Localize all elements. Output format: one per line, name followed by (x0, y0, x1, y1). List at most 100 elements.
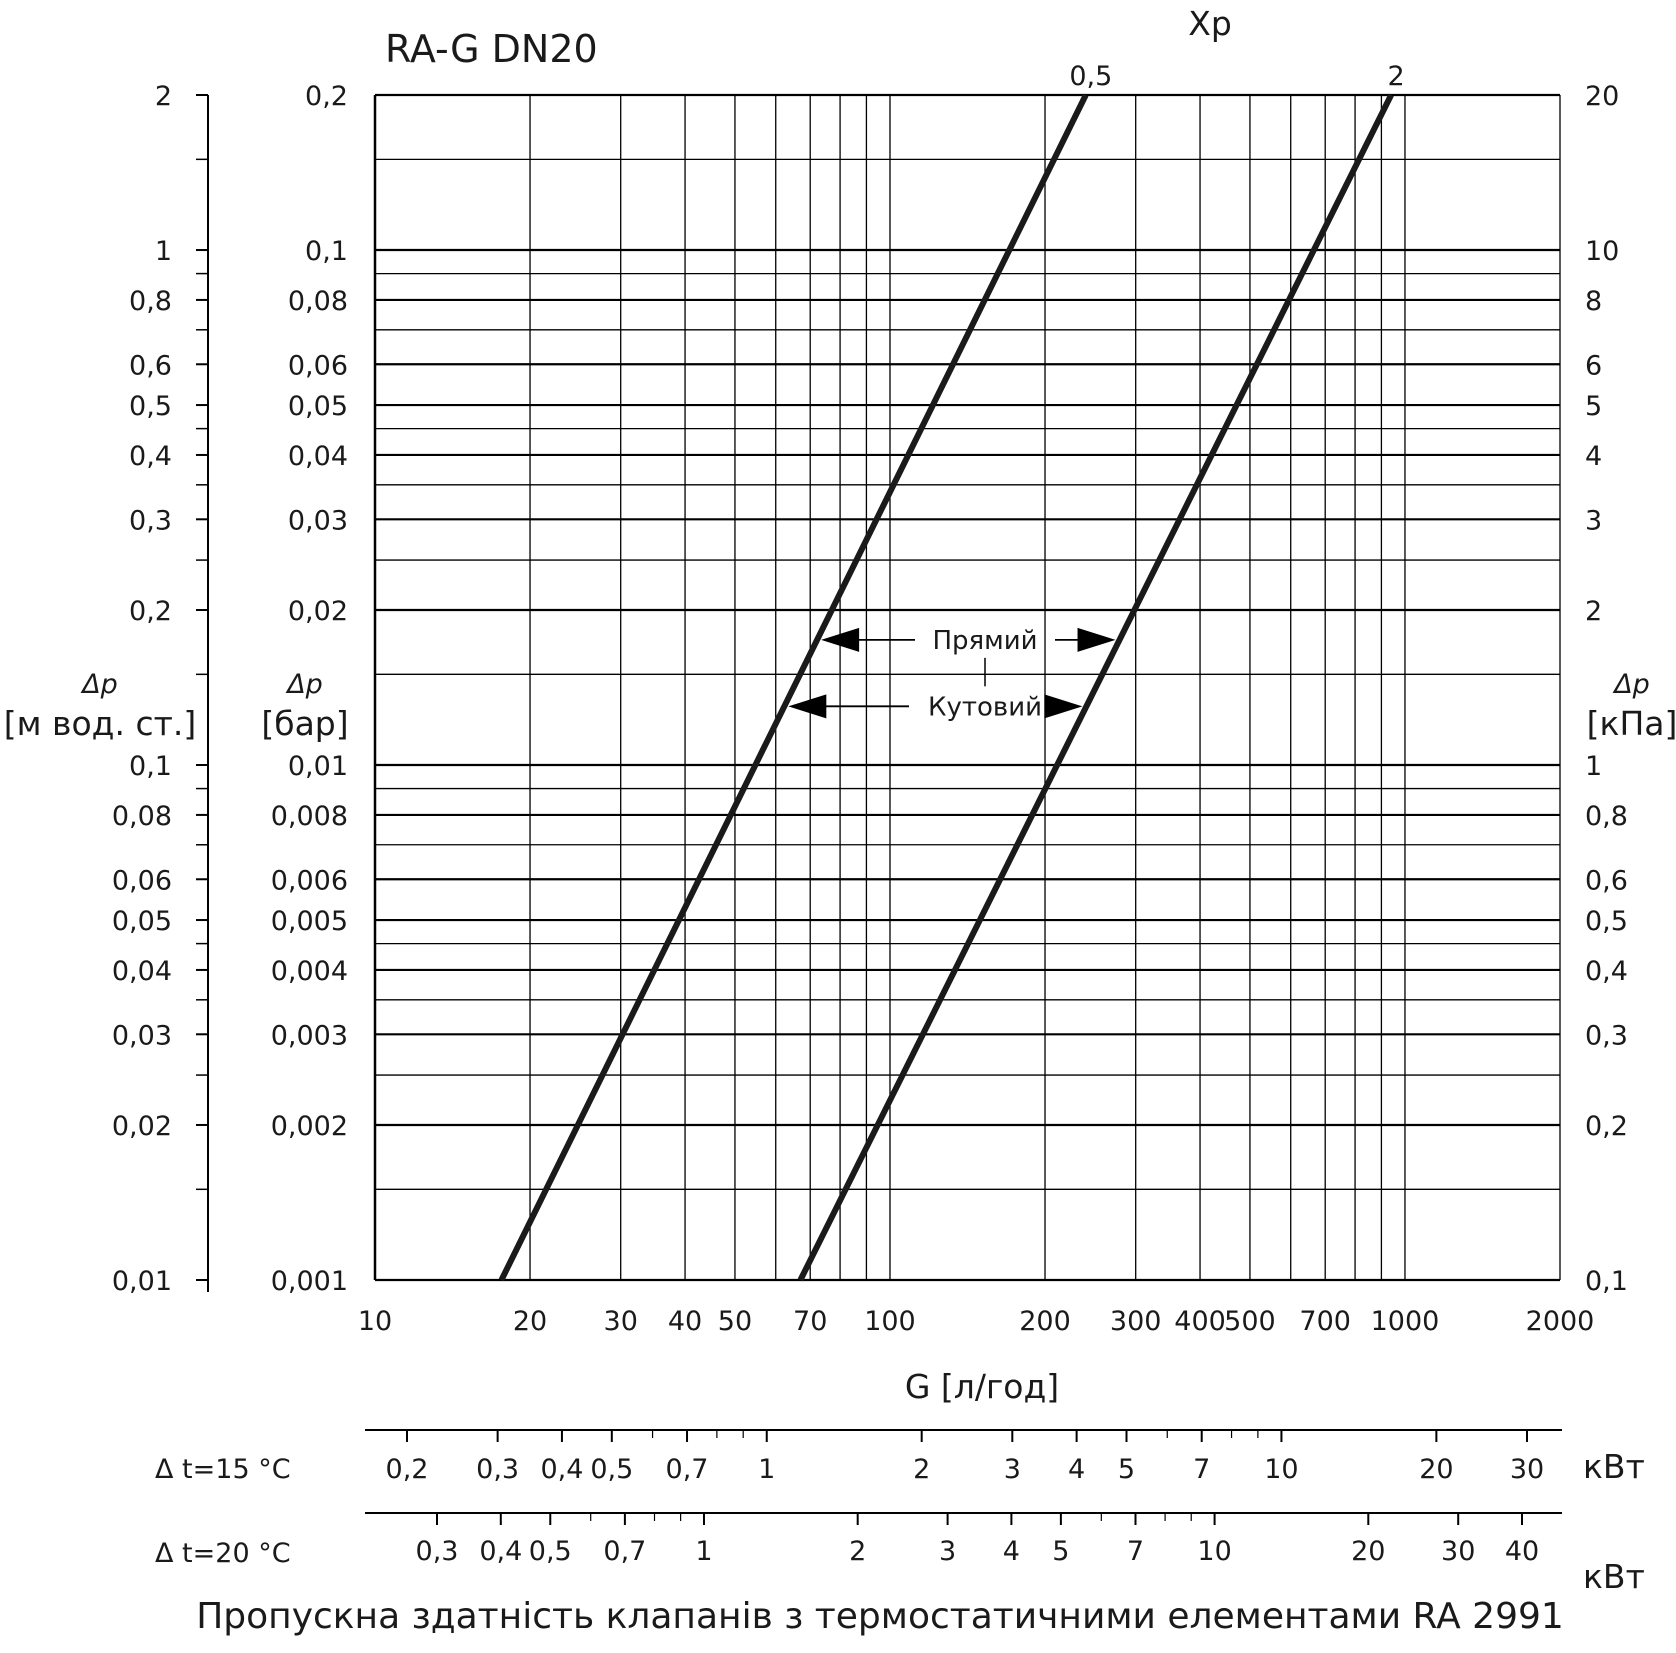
power-tick-label: 5 (1118, 1454, 1135, 1485)
x-tick-label: 700 (1299, 1306, 1351, 1337)
y-tick-label: 0,004 (271, 956, 348, 987)
x-tick-label: 100 (864, 1306, 916, 1337)
y-tick-label: 0,4 (129, 441, 172, 472)
y-tick-label: 0,1 (129, 751, 172, 782)
y-tick-label: 0,08 (112, 801, 172, 832)
power-tick-label: 30 (1441, 1536, 1475, 1567)
y-tick-label: 0,2 (305, 81, 348, 112)
power-scale-unit: кВт (1583, 1447, 1645, 1486)
power-tick-label: 4 (1068, 1454, 1085, 1485)
y-tick-label: 0,04 (288, 441, 348, 472)
chart-caption: Пропускна здатність клапанів з термостат… (196, 1596, 1564, 1637)
y-tick-label: 0,2 (129, 596, 172, 627)
y-tick-label: 20 (1585, 81, 1619, 112)
y-tick-label: 0,04 (112, 956, 172, 987)
power-tick-label: 5 (1052, 1536, 1069, 1567)
y-tick-label: 0,008 (271, 801, 348, 832)
chart-annotations: Прямий Кутовий (788, 626, 1116, 722)
y-tick-label: 0,005 (271, 906, 348, 937)
y-tick-label: 0,8 (129, 286, 172, 317)
power-tick-label: 0,5 (529, 1536, 572, 1567)
x-tick-label: 70 (793, 1306, 827, 1337)
x-tick-label: 50 (718, 1306, 752, 1337)
y-tick-label: 0,01 (288, 751, 348, 782)
power-tick-label: 10 (1197, 1536, 1231, 1567)
y-axis-symbol: Δp (1612, 669, 1650, 700)
y-tick-label: 0,08 (288, 286, 348, 317)
chart-title: RA-G DN20 (385, 27, 598, 71)
annotation-arrow-head (1044, 694, 1083, 719)
x-tick-label: 1000 (1371, 1306, 1440, 1337)
power-tick-label: 0,4 (540, 1454, 583, 1485)
power-tick-label: 0,4 (479, 1536, 522, 1567)
power-tick-label: 7 (1127, 1536, 1144, 1567)
power-tick-label: 0,3 (476, 1454, 519, 1485)
power-tick-label: 1 (695, 1536, 712, 1567)
x-tick-label: 500 (1224, 1306, 1276, 1337)
annotation-label: Прямий (932, 626, 1037, 656)
y-tick-label: 0,1 (305, 236, 348, 267)
x-tick-label: 40 (668, 1306, 702, 1337)
power-tick-label: 0,7 (603, 1536, 646, 1567)
x-tick-label: 20 (513, 1306, 547, 1337)
xp-label: Xp (1188, 4, 1232, 43)
y-tick-label: 0,02 (288, 596, 348, 627)
series-line-2 (797, 93, 1394, 1282)
y-tick-label: 0,01 (112, 1266, 172, 1297)
y-tick-label: 0,06 (288, 350, 348, 381)
power-tick-label: 1 (758, 1454, 775, 1485)
power-tick-label: 40 (1505, 1536, 1539, 1567)
series-label: 2 (1388, 61, 1405, 92)
y-tick-label: 0,3 (1585, 1020, 1628, 1051)
x-tick-label: 400 (1174, 1306, 1226, 1337)
annotation-label: Кутовий (928, 692, 1042, 722)
y-tick-label: 0,8 (1585, 801, 1628, 832)
y-tick-label: 0,6 (1585, 865, 1628, 896)
power-tick-label: 30 (1510, 1454, 1544, 1485)
y-tick-label: 0,4 (1585, 956, 1628, 987)
y-tick-label: 1 (155, 236, 172, 267)
x-tick-label: 2000 (1526, 1306, 1595, 1337)
y-tick-label: 2 (1585, 596, 1602, 627)
y-tick-label: 0,001 (271, 1266, 348, 1297)
power-tick-label: 10 (1264, 1454, 1298, 1485)
y-tick-label: 6 (1585, 350, 1602, 381)
y-axis-symbol: Δp (285, 669, 323, 700)
y-tick-label: 2 (155, 81, 172, 112)
power-tick-label: 0,2 (386, 1454, 429, 1485)
annotation-arrow-head (788, 694, 827, 719)
y-tick-label: 0,03 (288, 505, 348, 536)
series-label: 0,5 (1069, 61, 1112, 92)
y-tick-label: 1 (1585, 751, 1602, 782)
y-tick-label: 0,05 (112, 906, 172, 937)
y-axis-symbol: Δp (80, 669, 118, 700)
annotation-arrow-head (821, 627, 860, 652)
y-tick-label: 8 (1585, 286, 1602, 317)
y-tick-label: 5 (1585, 391, 1602, 422)
y-tick-label: 0,3 (129, 505, 172, 536)
y-tick-label: 0,5 (1585, 906, 1628, 937)
y-axis-unit: [м вод. ст.] (4, 704, 196, 743)
power-tick-label: 20 (1419, 1454, 1453, 1485)
y-tick-label: 0,02 (112, 1111, 172, 1142)
power-tick-label: 3 (1004, 1454, 1021, 1485)
power-tick-label: 0,5 (590, 1454, 633, 1485)
power-tick-label: 2 (913, 1454, 930, 1485)
x-tick-label: 30 (604, 1306, 638, 1337)
y-tick-label: 10 (1585, 236, 1619, 267)
x-axis-label: G [л/год] (905, 1367, 1059, 1406)
chart-axes: 2 1 0,8 0,6 0,5 0,4 0,3 0,2 0,1 0,08 0,06 0,05 0,04 0… (4, 81, 1676, 1337)
power-tick-label: 0,7 (666, 1454, 709, 1485)
y-tick-label: 0,06 (112, 865, 172, 896)
y-tick-label: 0,2 (1585, 1111, 1628, 1142)
power-scale-unit: кВт (1583, 1557, 1645, 1596)
power-tick-label: 4 (1003, 1536, 1020, 1567)
y-tick-label: 0,006 (271, 865, 348, 896)
power-tick-label: 3 (939, 1536, 956, 1567)
y-tick-label: 0,5 (129, 391, 172, 422)
chart-series: 0,5 2 (498, 61, 1405, 1282)
y-tick-label: 0,1 (1585, 1266, 1628, 1297)
power-tick-label: 20 (1351, 1536, 1385, 1567)
annotation-arrow-head (1077, 627, 1116, 652)
